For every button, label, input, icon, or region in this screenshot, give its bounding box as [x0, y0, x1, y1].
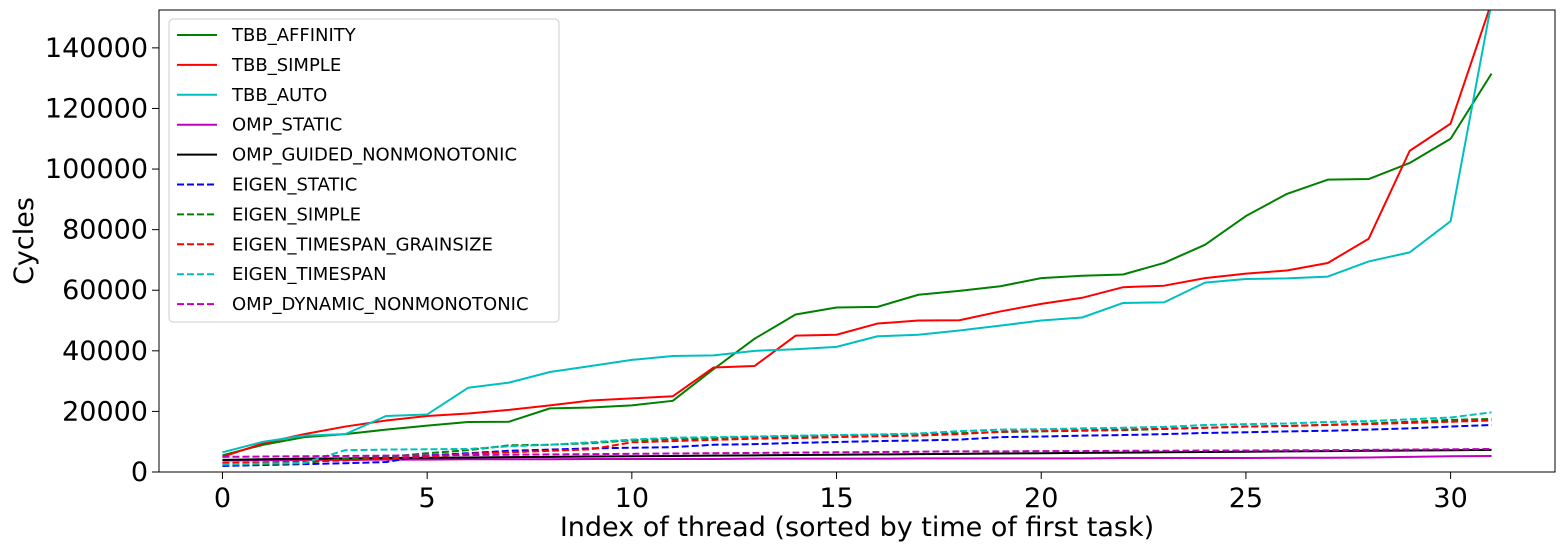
series-line-tbb-simple	[222, 10, 1491, 458]
series-line-omp-dynamic-nonmonotonic	[222, 447, 1492, 458]
x-tick-label: 15	[819, 483, 853, 514]
x-tick-label: 30	[1433, 483, 1467, 514]
y-tick-label: 140000	[45, 33, 148, 64]
legend-label-omp-static: OMP_STATIC	[232, 115, 342, 136]
y-tick-label: 100000	[45, 154, 148, 185]
legend-label-eigen-simple: EIGEN_SIMPLE	[232, 204, 361, 225]
y-tick-label: 80000	[62, 215, 148, 246]
y-tick-label: 0	[131, 457, 148, 488]
series-layer	[222, 10, 1493, 467]
legend-label-eigen-static: EIGEN_STATIC	[232, 175, 357, 196]
series-line-tbb-affinity	[222, 73, 1493, 457]
x-axis: 0 5 10 15 20 25 30	[214, 472, 1468, 514]
x-tick-label: 0	[214, 483, 231, 514]
legend: TBB_AFFINITY TBB_SIMPLE TBB_AUTO OMP_STATIC…	[168, 18, 560, 323]
legend-label-tbb-simple: TBB_SIMPLE	[231, 55, 341, 76]
y-axis-label: Cycles	[9, 197, 40, 285]
legend-label-eigen-timespan: EIGEN_TIMESPAN	[232, 264, 387, 285]
plot-frame	[158, 9, 1556, 473]
x-tick-label: 5	[419, 483, 436, 514]
legend-label-eigen-timespan-grainsize: EIGEN_TIMESPAN_GRAINSIZE	[232, 234, 493, 255]
y-tick-label: 120000	[45, 93, 148, 124]
x-tick-label: 25	[1229, 483, 1263, 514]
series-line-eigen-timespan-grainsize	[222, 419, 1492, 464]
series-line-tbb-auto	[222, 10, 1492, 454]
x-tick-label: 10	[615, 483, 649, 514]
legend-label-tbb-affinity: TBB_AFFINITY	[231, 25, 357, 46]
legend-box	[168, 18, 560, 323]
series-line-omp-guided-nonmonotonic	[222, 448, 1492, 461]
y-axis: 0 20000 40000 60000 80000 100000 120000 140000	[45, 33, 159, 488]
x-axis-label: Index of thread (sorted by time of first…	[560, 512, 1154, 543]
series-line-omp-static	[222, 454, 1492, 462]
series-line-eigen-timespan	[222, 411, 1492, 466]
x-tick-label: 20	[1024, 483, 1058, 514]
y-tick-label: 40000	[62, 336, 148, 367]
legend-label-tbb-auto: TBB_AUTO	[231, 85, 327, 106]
legend-label-omp-dynamic-nonmonotonic: OMP_DYNAMIC_NONMONOTONIC	[232, 294, 529, 315]
y-tick-label: 20000	[62, 396, 148, 427]
legend-label-omp-guided-nonmonotonic: OMP_GUIDED_NONMONOTONIC	[232, 145, 517, 166]
y-tick-label: 60000	[62, 275, 148, 306]
